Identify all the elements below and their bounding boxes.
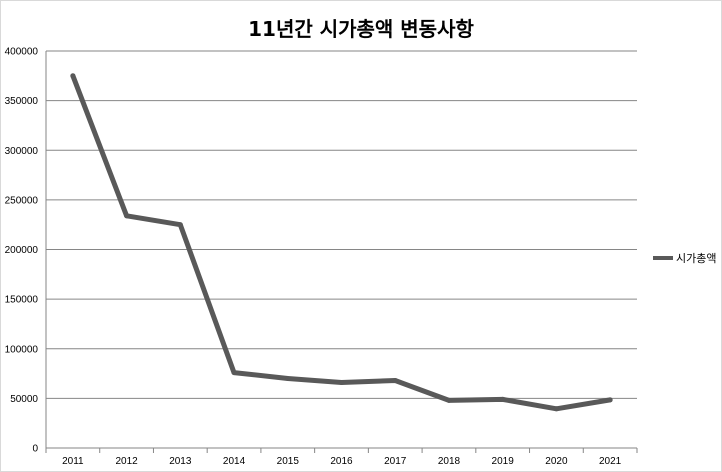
y-tick-label: 50000 — [10, 394, 38, 405]
x-tick-label: 2021 — [599, 456, 622, 467]
data-point — [607, 397, 613, 403]
data-point — [446, 397, 452, 403]
x-tick-label: 2014 — [223, 456, 246, 467]
x-tick-label: 2013 — [169, 456, 192, 467]
data-point — [70, 73, 76, 79]
chart-title: 11년간 시가총액 변동사항 — [248, 17, 474, 41]
x-tick-label: 2012 — [115, 456, 138, 467]
y-tick-label: 0 — [32, 444, 38, 455]
y-tick-label: 200000 — [5, 245, 39, 256]
y-tick-label: 300000 — [5, 146, 39, 157]
x-tick-label: 2020 — [545, 456, 568, 467]
y-tick-label: 250000 — [5, 195, 39, 206]
data-point — [124, 213, 130, 219]
x-tick-label: 2011 — [62, 456, 84, 467]
x-tick-label: 2018 — [438, 456, 461, 467]
x-tick-label: 2017 — [384, 456, 407, 467]
data-point — [392, 378, 398, 384]
data-point — [500, 396, 506, 402]
legend-swatch — [653, 256, 673, 260]
y-tick-label: 350000 — [5, 96, 39, 107]
legend-label: 시가총액 — [676, 252, 717, 265]
x-tick-label: 2019 — [492, 456, 515, 467]
data-point — [339, 379, 344, 385]
y-tick-label: 150000 — [5, 295, 39, 306]
series-line — [70, 73, 613, 412]
x-tick-label: 2015 — [277, 456, 300, 467]
data-point — [177, 222, 183, 228]
legend: 시가총액 — [653, 250, 716, 266]
data-point — [553, 406, 559, 412]
x-tick-label: 2016 — [330, 456, 353, 467]
data-point — [285, 376, 291, 382]
data-point — [231, 370, 237, 376]
y-tick-label: 400000 — [5, 47, 39, 58]
y-tick-label: 100000 — [5, 344, 39, 355]
